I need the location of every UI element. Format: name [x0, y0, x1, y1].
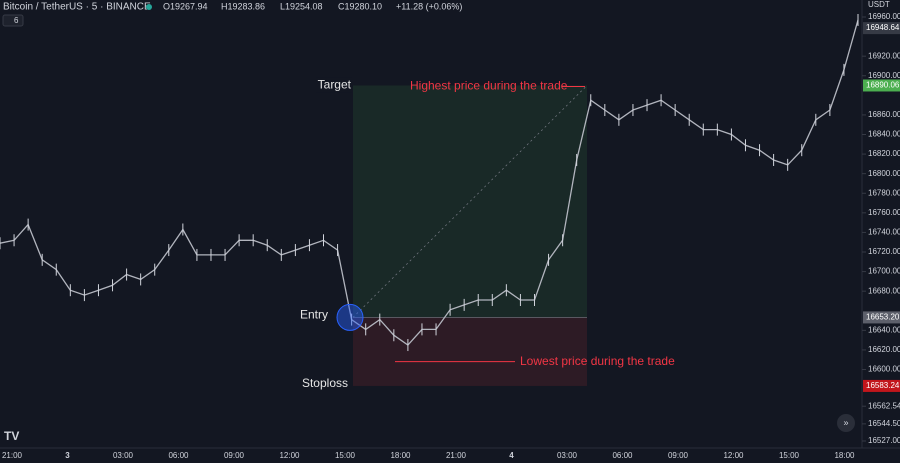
symbol: Bitcoin / TetherUS · 5 · BINANCE	[3, 2, 151, 13]
entry-label: Entry	[300, 308, 328, 322]
time-label: 15:00	[779, 451, 800, 460]
price-tag	[863, 379, 900, 392]
price-tag	[863, 22, 900, 35]
high: H19283.86	[221, 1, 265, 11]
price-label: 16740.00	[868, 228, 900, 237]
price-label: 16960.00	[868, 12, 900, 21]
price-label: 16800.00	[868, 169, 900, 178]
indicator-toggle[interactable]	[2, 14, 24, 27]
price-label: 16600.00	[868, 365, 900, 374]
price-label: 16920.00	[868, 51, 900, 60]
price-label: 16780.00	[868, 188, 900, 197]
low-note: Lowest price during the trade	[520, 354, 675, 368]
open: O19267.94	[163, 1, 208, 11]
change: +11.28 (+0.06%)	[396, 1, 462, 11]
profit-zone	[353, 85, 587, 318]
price-label: 16544.50	[868, 419, 900, 428]
close: C19280.10	[338, 1, 382, 11]
loss-zone	[353, 317, 587, 386]
scroll-button[interactable]	[837, 414, 855, 432]
currency: USDT	[868, 0, 890, 9]
price-label: 16700.00	[868, 267, 900, 276]
tv-logo: TV	[4, 429, 19, 443]
scroll-icon: »	[843, 417, 848, 427]
price-label: 16720.00	[868, 247, 900, 256]
label-bg	[316, 77, 352, 93]
time-label: 15:00	[335, 451, 356, 460]
price-label: 16860.00	[868, 110, 900, 119]
price-tag-label: 16583.24	[866, 381, 900, 390]
price-tag-label: 16948.64	[866, 23, 900, 32]
price-tag	[863, 79, 900, 92]
status-dot	[146, 4, 152, 10]
price-label: 16680.00	[868, 286, 900, 295]
high-note: Highest price during the trade	[410, 79, 568, 93]
price-label: 16820.00	[868, 149, 900, 158]
entry-marker	[336, 303, 364, 331]
time-label: 09:00	[668, 451, 689, 460]
price-tag-label: 16653.20	[866, 313, 900, 322]
time-label: 12:00	[723, 451, 744, 460]
time-label: 18:00	[834, 451, 855, 460]
price-label: 16620.00	[868, 345, 900, 354]
time-label: 18:00	[390, 451, 411, 460]
time-label: 06:00	[168, 451, 189, 460]
target-label: Target	[318, 78, 352, 92]
time-label: 21:00	[446, 451, 467, 460]
time-label: 3	[65, 451, 70, 460]
time-label: 21:00	[2, 451, 23, 460]
price-label: 16527.00	[868, 436, 900, 445]
price-label: 16900.00	[868, 71, 900, 80]
indicator-count: 6	[14, 16, 19, 25]
time-label: 09:00	[224, 451, 245, 460]
price-label: 16760.00	[868, 208, 900, 217]
time-label: 12:00	[279, 451, 300, 460]
price-label: 16562.54	[868, 401, 900, 410]
stop-label: Stoploss	[302, 376, 348, 390]
time-label: 03:00	[113, 451, 134, 460]
time-label: 03:00	[557, 451, 578, 460]
low: L19254.08	[280, 1, 323, 11]
price-line	[0, 19, 859, 346]
price-tag-label: 16890.06	[866, 81, 900, 90]
price-label: 16840.00	[868, 130, 900, 139]
price-tag	[863, 311, 900, 324]
time-label: 4	[509, 451, 514, 460]
time-label: 06:00	[612, 451, 633, 460]
price-label: 16640.00	[868, 325, 900, 334]
